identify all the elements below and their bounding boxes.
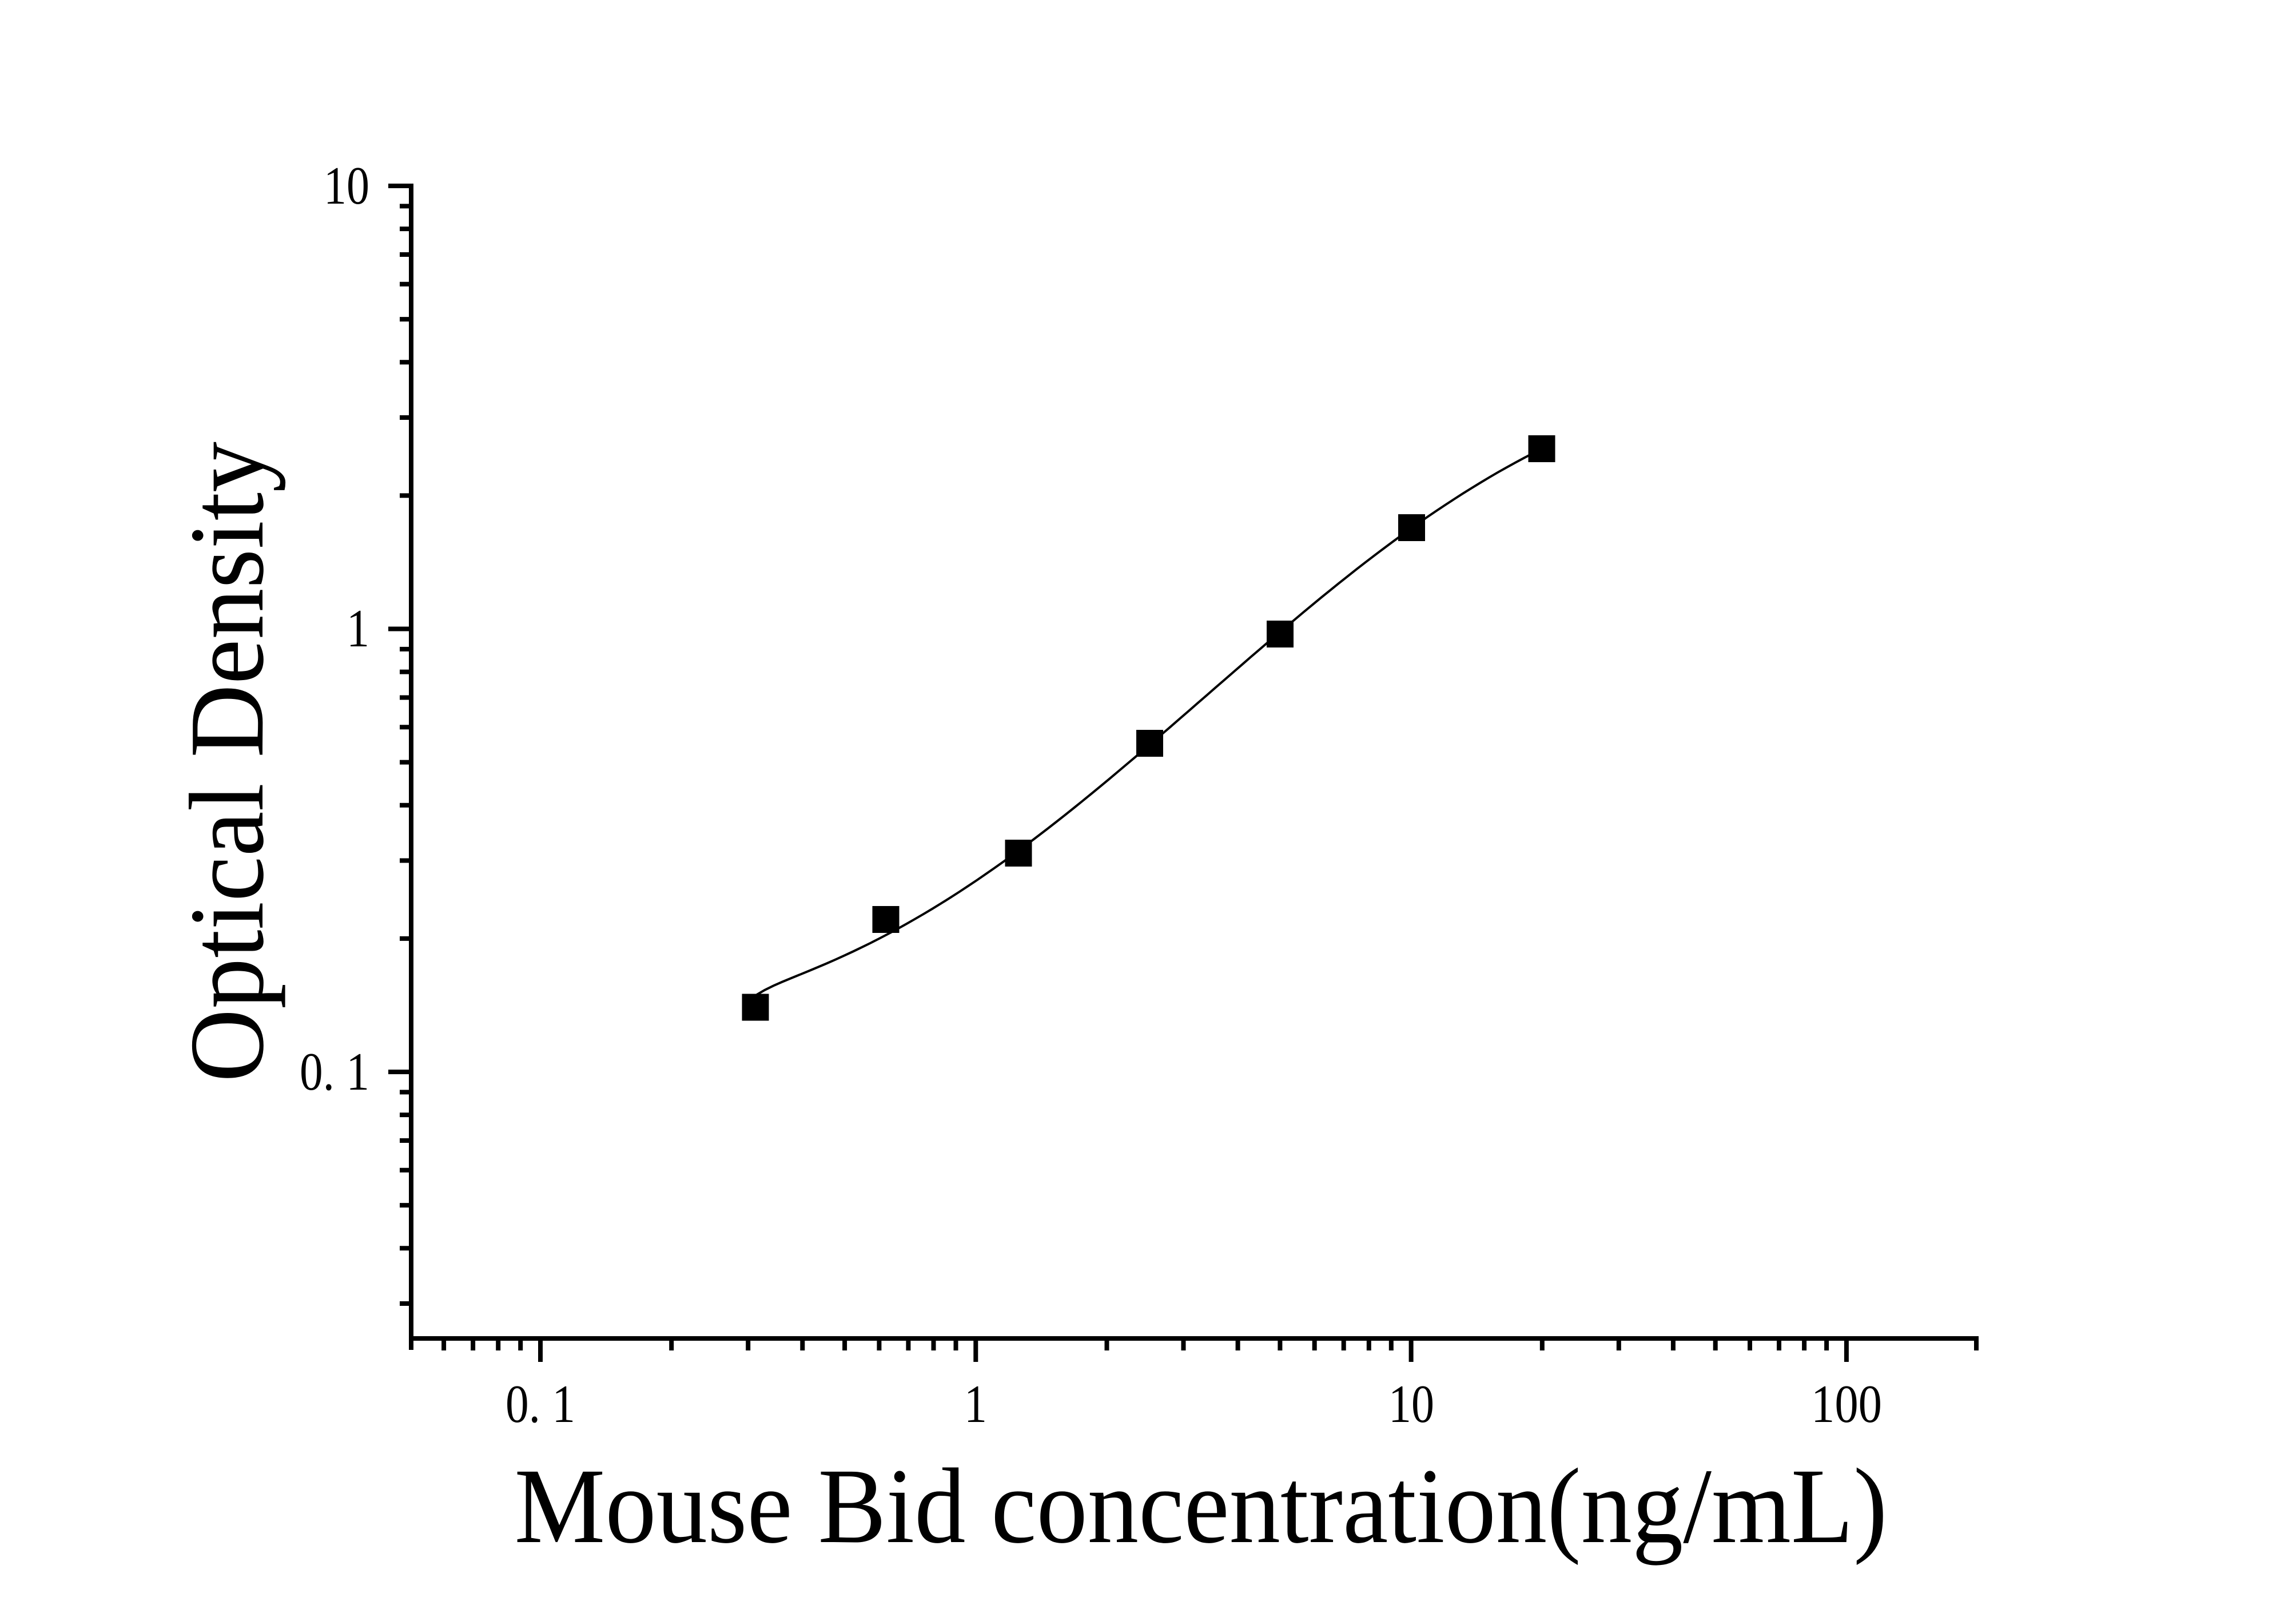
svg-text:1: 1: [964, 1374, 987, 1434]
svg-text:1: 1: [347, 599, 369, 658]
svg-text:0. 1: 0. 1: [300, 1042, 369, 1102]
svg-text:10: 10: [324, 156, 369, 216]
svg-text:10: 10: [1388, 1374, 1434, 1434]
svg-text:100: 100: [1811, 1374, 1882, 1434]
svg-text:Optical Density: Optical Density: [168, 442, 286, 1082]
svg-text:0. 1: 0. 1: [506, 1374, 575, 1434]
svg-text:Mouse Bid concentration(ng/mL): Mouse Bid concentration(ng/mL): [515, 1446, 1888, 1566]
